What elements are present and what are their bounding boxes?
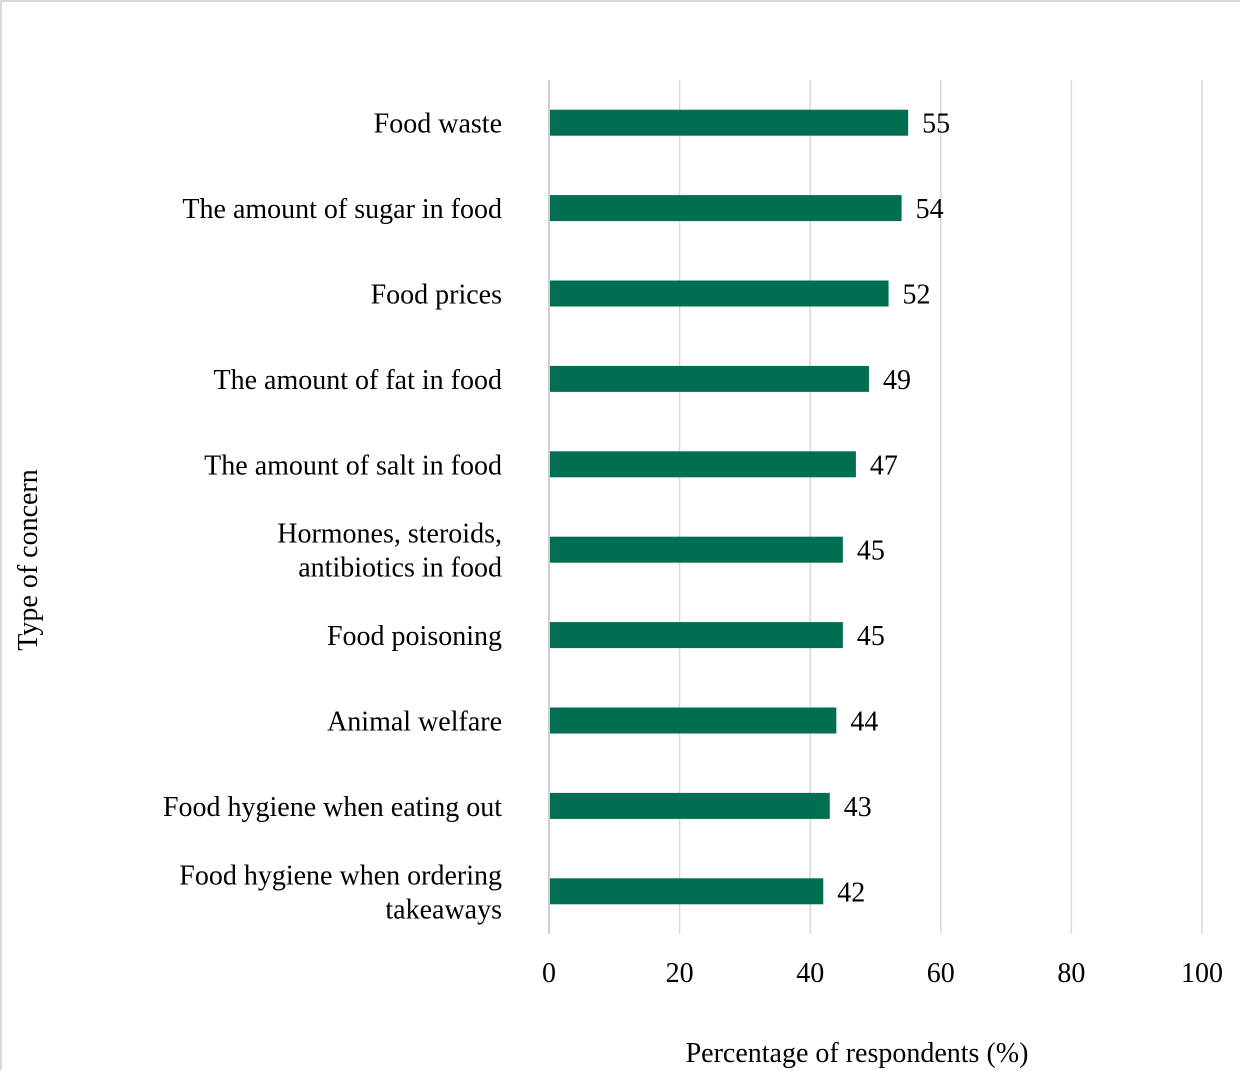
x-tick-label: 60 (927, 958, 955, 989)
data-label: 42 (837, 877, 865, 908)
x-tick-label: 0 (542, 958, 556, 989)
x-tick-label: 20 (666, 958, 694, 989)
category-label: The amount of salt in food (204, 450, 502, 481)
bar (550, 878, 824, 905)
data-label: 43 (844, 792, 872, 823)
gridlines (548, 80, 1203, 934)
category-label: Food prices (371, 280, 502, 311)
bar (550, 536, 843, 563)
data-label: 45 (857, 536, 885, 567)
data-label: 45 (857, 621, 885, 652)
category-label: Food hygiene when ordering takeaways (179, 860, 502, 925)
category-label: Food hygiene when eating out (163, 792, 502, 823)
category-label: Food waste (374, 109, 502, 140)
bar (550, 195, 902, 222)
x-axis-title: Percentage of respondents (%) (686, 1038, 1029, 1069)
data-label: 49 (883, 365, 911, 396)
data-label: 52 (903, 280, 931, 311)
bar (550, 707, 837, 734)
x-tick-labels: 0 20 40 60 80 100 (542, 958, 1223, 989)
bars (550, 109, 909, 905)
bar (550, 109, 909, 136)
x-tick-label: 40 (796, 958, 824, 989)
category-label: The amount of fat in food (214, 365, 502, 396)
bar (550, 280, 889, 307)
data-labels: 55 54 52 49 47 45 45 44 43 42 (837, 109, 950, 909)
bar (550, 365, 869, 392)
category-label: Hormones, steroids, antibiotics in food (277, 519, 502, 584)
bar (550, 451, 856, 478)
category-labels: Food waste The amount of sugar in food Foo… (163, 109, 502, 926)
category-label: Animal welfare (327, 707, 502, 738)
data-label: 44 (850, 707, 878, 738)
category-label: The amount of sugar in food (182, 194, 502, 225)
data-label: 47 (870, 450, 898, 481)
data-label: 54 (916, 194, 944, 225)
data-label: 55 (922, 109, 950, 140)
category-label: Food poisoning (327, 621, 502, 652)
x-tick-label: 100 (1181, 958, 1223, 989)
y-axis-title: Type of concern (13, 469, 44, 651)
bar (550, 622, 843, 649)
bar (550, 792, 830, 819)
x-tick-label: 80 (1057, 958, 1085, 989)
